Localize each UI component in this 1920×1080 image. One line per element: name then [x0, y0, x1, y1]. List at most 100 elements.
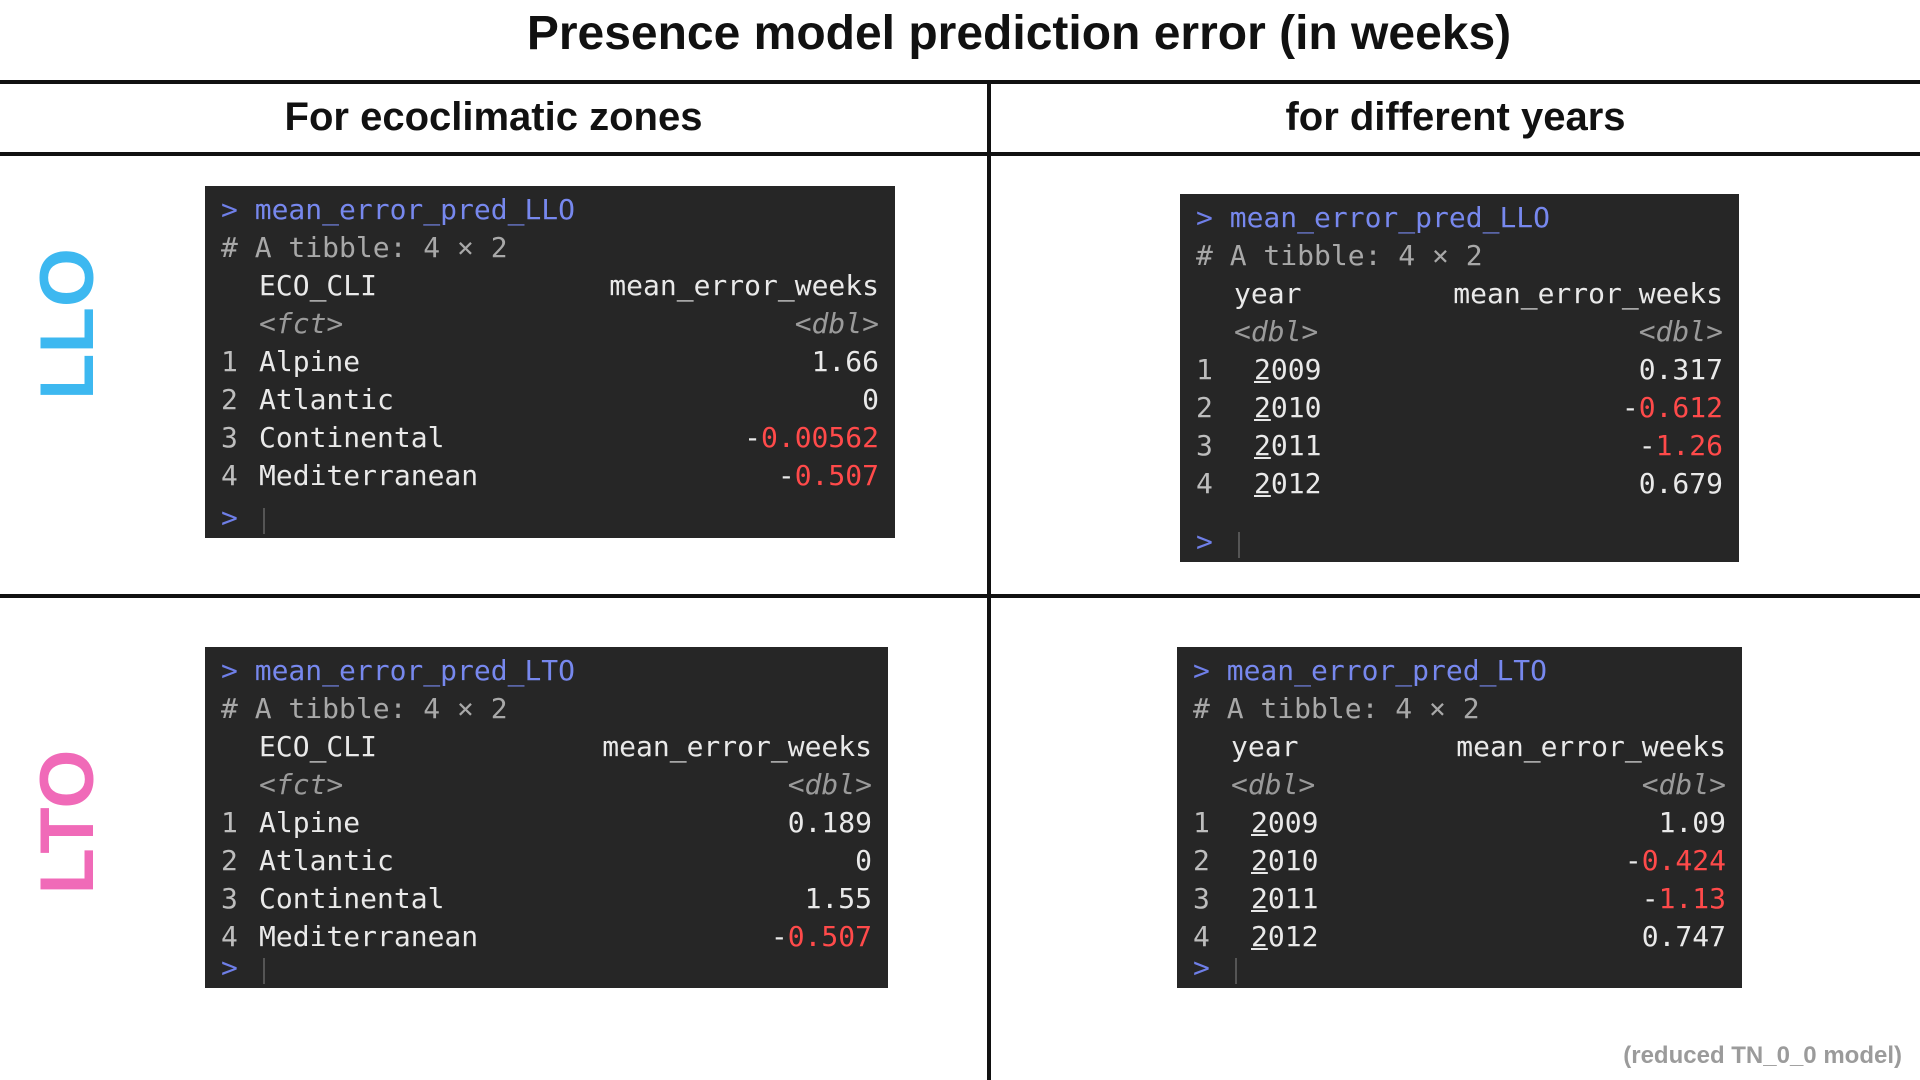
prompt-symbol: >: [221, 193, 238, 226]
row-name: 2011: [1254, 429, 1322, 462]
console-lto-zones: > mean_error_pred_LTO # A tibble: 4 × 2 EC…: [205, 647, 888, 988]
value-number: 0: [862, 383, 879, 416]
command-text: mean_error_pred_LLO: [254, 193, 576, 226]
column-name-1: year: [1231, 730, 1299, 763]
column-header-row: year mean_error_weeks: [1193, 729, 1726, 765]
value-number: 0.747: [1641, 920, 1726, 953]
column-type-2: <dbl>: [1641, 768, 1726, 801]
row-value: 0: [855, 843, 872, 879]
prompt-caret: >: [1196, 525, 1213, 558]
row-value: 1.66: [812, 344, 879, 380]
table-row: 2 Atlantic 0: [221, 382, 879, 418]
table-row: 3 Continental -0.00562: [221, 420, 879, 456]
column-header-years: for different years: [1285, 95, 1626, 139]
column-name-2: mean_error_weeks: [609, 269, 879, 302]
value-number: 1.55: [804, 882, 872, 915]
value-number: 0.679: [1638, 467, 1723, 500]
column-name-2: mean_error_weeks: [1456, 730, 1726, 763]
row-name: 2011: [1251, 882, 1319, 915]
column-type-row: <dbl> <dbl>: [1196, 314, 1723, 350]
row-value: -0.507: [778, 458, 879, 494]
prompt-symbol: >: [1193, 654, 1210, 687]
column-divider: [987, 82, 991, 1080]
row-value: -0.00562: [744, 420, 879, 456]
row-value: 0.189: [788, 805, 872, 841]
table-row: 4 2012 0.679: [1196, 466, 1723, 502]
row-number: 1: [1193, 806, 1210, 839]
column-type-1: <fct>: [259, 768, 344, 801]
column-name-2: mean_error_weeks: [602, 730, 872, 763]
table-row: 1 Alpine 0.189: [221, 805, 872, 841]
row-name: Alpine: [259, 345, 361, 378]
table-row: 4 2012 0.747: [1193, 919, 1726, 955]
row-number: 3: [221, 421, 238, 454]
row-name: Mediterranean: [259, 459, 479, 492]
row-number: 1: [1196, 353, 1213, 386]
value-number: 0.317: [1638, 353, 1723, 386]
row-name: 2010: [1251, 844, 1319, 877]
row-number: 4: [1196, 467, 1213, 500]
row-name: 2010: [1254, 391, 1322, 424]
column-type-2: <dbl>: [1638, 315, 1723, 348]
table-row: 2 2010 -0.424: [1193, 843, 1726, 879]
table-row: 4 Mediterranean -0.507: [221, 458, 879, 494]
row-number: 2: [1196, 391, 1213, 424]
row-value: 1.09: [1659, 805, 1726, 841]
column-header-row: ECO_CLI mean_error_weeks: [221, 729, 872, 765]
console-lto-years: > mean_error_pred_LTO # A tibble: 4 × 2 ye…: [1177, 647, 1742, 988]
table-row: 1 2009 0.317: [1196, 352, 1723, 388]
table-row: 1 2009 1.09: [1193, 805, 1726, 841]
row-value: -1.26: [1639, 428, 1723, 464]
row-number: 3: [221, 882, 238, 915]
row-name: Mediterranean: [259, 920, 479, 953]
row-value: 0.747: [1642, 919, 1726, 955]
value-sign: -: [1641, 882, 1659, 915]
row-number: 3: [1193, 882, 1210, 915]
value-number: 0.189: [787, 806, 872, 839]
row-name: Continental: [259, 882, 445, 915]
table-row: 3 2011 -1.26: [1196, 428, 1723, 464]
column-name-1: ECO_CLI: [259, 269, 378, 302]
row-value: -1.13: [1642, 881, 1726, 917]
row-number: 4: [1193, 920, 1210, 953]
row-label-lto: LTO: [25, 749, 110, 895]
row-name: 2012: [1254, 467, 1322, 500]
console-llo-zones: > mean_error_pred_LLO # A tibble: 4 × 2 EC…: [205, 186, 895, 538]
value-number: 0.507: [794, 459, 879, 492]
row-number: 4: [221, 920, 238, 953]
console-command-line: > mean_error_pred_LTO: [221, 653, 872, 689]
value-number: 0.507: [787, 920, 872, 953]
value-number: 0.612: [1638, 391, 1723, 424]
table-row: 1 Alpine 1.66: [221, 344, 879, 380]
row-name: 2012: [1251, 920, 1319, 953]
middle-rule: [0, 594, 1920, 598]
row-name: Atlantic: [259, 844, 394, 877]
value-sign: -: [1638, 429, 1656, 462]
console-llo-years: > mean_error_pred_LLO # A tibble: 4 × 2 ye…: [1180, 194, 1739, 562]
column-type-2: <dbl>: [794, 307, 879, 340]
column-type-row: <fct> <dbl>: [221, 767, 872, 803]
row-number: 4: [221, 459, 238, 492]
prompt-caret: >: [221, 501, 238, 534]
page-title: Presence model prediction error (in week…: [526, 7, 1512, 60]
row-value: 0.679: [1639, 466, 1723, 502]
table-row: 2 Atlantic 0: [221, 843, 872, 879]
table-row: 3 Continental 1.55: [221, 881, 872, 917]
row-number: 1: [221, 806, 238, 839]
value-sign: -: [777, 459, 795, 492]
column-name-2: mean_error_weeks: [1453, 277, 1723, 310]
row-number: 2: [221, 383, 238, 416]
prompt-caret: >: [1193, 951, 1210, 984]
tibble-comment: # A tibble: 4 × 2: [1196, 239, 1483, 272]
column-name-1: ECO_CLI: [259, 730, 378, 763]
text-cursor: [263, 958, 265, 984]
row-value: -0.507: [771, 919, 872, 955]
table-row: 2 2010 -0.612: [1196, 390, 1723, 426]
command-text: mean_error_pred_LTO: [1226, 654, 1548, 687]
row-number: 1: [221, 345, 238, 378]
command-text: mean_error_pred_LTO: [254, 654, 576, 687]
row-name: Atlantic: [259, 383, 394, 416]
column-type-row: <fct> <dbl>: [221, 306, 879, 342]
column-type-row: <dbl> <dbl>: [1193, 767, 1726, 803]
column-header-zones: For ecoclimatic zones: [284, 95, 703, 139]
